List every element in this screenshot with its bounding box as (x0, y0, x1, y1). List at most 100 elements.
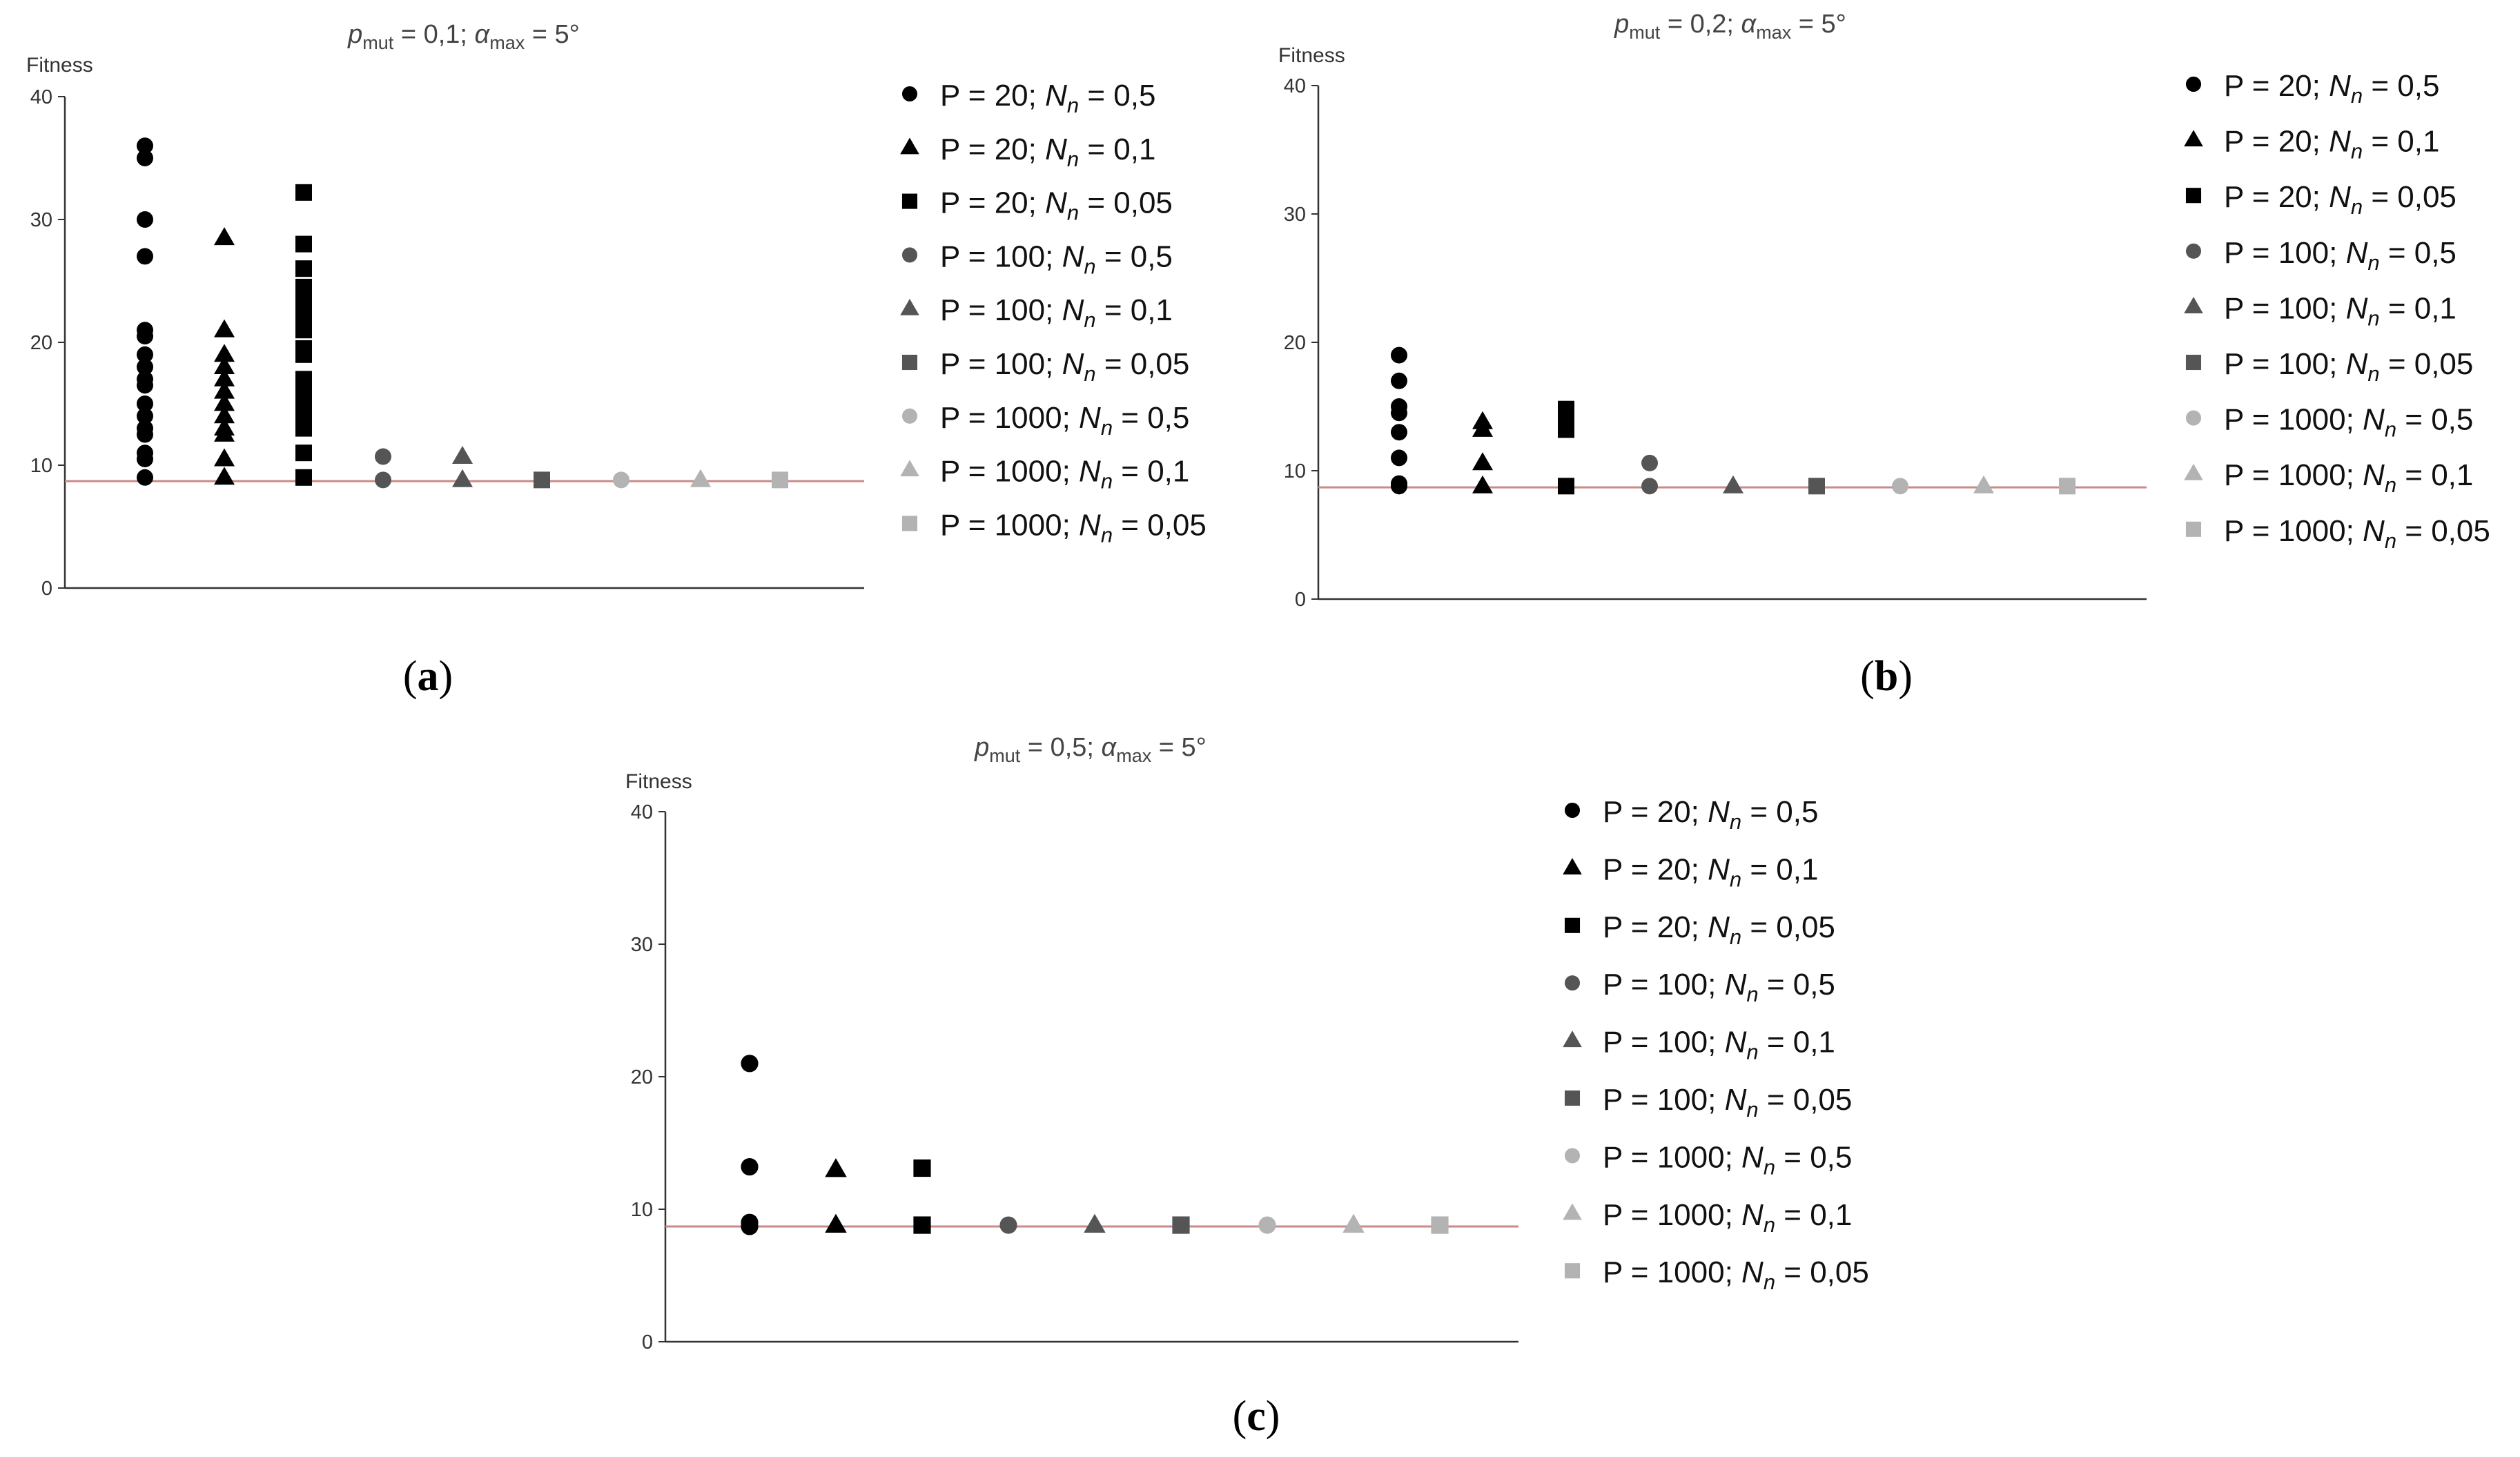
legend-n-value: = 0,1 (1079, 133, 1155, 166)
legend-n-subscript: n (2367, 362, 2379, 386)
legend-entry: P = 100; Nn = 0,05 (940, 347, 1189, 386)
data-point (214, 356, 235, 374)
legend-marker (901, 354, 918, 371)
data-point (1558, 478, 1574, 495)
legend-marker (1564, 975, 1581, 991)
title-p-subscript: mut (1629, 22, 1661, 43)
legend-p-text: P = 1000; (940, 401, 1079, 435)
caption-close-paren: ) (1898, 653, 1913, 700)
data-point (913, 1216, 931, 1234)
series-2 (214, 227, 235, 485)
title-p-subscript: mut (362, 32, 394, 53)
legend-n-value: = 0,05 (1096, 347, 1190, 381)
y-tick-label: 40 (631, 801, 653, 823)
caption-open-paren: ( (1860, 653, 1875, 700)
data-point (214, 423, 235, 442)
title-alpha-symbol: α (475, 20, 491, 49)
legend-entry: P = 1000; Nn = 0,5 (1603, 1140, 1852, 1179)
title-alpha-subscript: max (1116, 745, 1152, 766)
title-alpha-value: = 5° (1791, 10, 1846, 39)
data-point (1892, 478, 1908, 495)
legend-p-text: P = 100; (2224, 347, 2346, 381)
legend-p-text: P = 1000; (2224, 458, 2363, 492)
legend-marker (900, 137, 919, 155)
data-point (295, 420, 312, 437)
legend-n-value: = 0,05 (1741, 910, 1835, 944)
legend-entry: P = 1000; Nn = 0,05 (2224, 514, 2490, 553)
series-9 (772, 471, 788, 489)
legend-n-value: = 0,5 (2396, 403, 2473, 437)
title-p-value: = 0,2; (1660, 10, 1741, 39)
data-point (1391, 346, 1407, 364)
data-point (772, 471, 788, 489)
legend-n-value: = 0,05 (1079, 186, 1173, 220)
legend-entry: P = 100; Nn = 0,1 (940, 293, 1173, 332)
series-3 (913, 1159, 931, 1234)
data-point (137, 358, 153, 375)
legend-n-symbol: N (1045, 79, 1067, 113)
data-point (214, 405, 235, 424)
y-tick-label: 0 (1295, 589, 1306, 611)
data-point (137, 407, 153, 424)
legend-entry: P = 100; Nn = 0,5 (2224, 236, 2456, 275)
chart-title: pmut = 0,1; αmax = 5° (347, 20, 580, 53)
title-alpha-value: = 5° (1151, 733, 1207, 762)
title-alpha-subscript: max (489, 32, 525, 53)
series-6 (1172, 1216, 1190, 1234)
y-tick-label: 20 (30, 332, 52, 354)
data-point (295, 184, 312, 201)
legend-entry: P = 100; Nn = 0,5 (1603, 968, 1835, 1006)
data-point (1391, 478, 1407, 495)
legend-marker (1564, 1148, 1581, 1164)
title-alpha-symbol: α (1102, 733, 1117, 762)
legend-p-text: P = 20; (1603, 910, 1708, 944)
legend-n-subscript: n (1101, 522, 1113, 547)
legend-marker (1563, 1030, 1582, 1048)
data-point (137, 328, 153, 345)
legend-n-subscript: n (1084, 254, 1095, 278)
legend-n-symbol: N (1708, 795, 1730, 829)
legend-n-symbol: N (2329, 180, 2351, 214)
caption-letter: c (1247, 1393, 1266, 1440)
data-point (1641, 478, 1658, 495)
series-8 (690, 469, 711, 487)
legend-n-subscript: n (1746, 1040, 1758, 1064)
series-8 (1973, 475, 1994, 493)
legend-entry: P = 20; Nn = 0,5 (940, 79, 1155, 117)
series-4 (375, 448, 391, 489)
legend-n-subscript: n (1730, 867, 1741, 891)
series-4 (1641, 454, 1658, 495)
legend-n-value: = 0,05 (1775, 1255, 1869, 1289)
legend-marker (1564, 802, 1581, 819)
legend-entry: P = 20; Nn = 0,05 (940, 186, 1173, 225)
y-axis-label: Fitness (26, 54, 93, 77)
legend-n-value: = 0,5 (1079, 79, 1155, 113)
legend-n-subscript: n (1730, 810, 1741, 834)
legend-entry: P = 20; Nn = 0,5 (1603, 795, 1818, 834)
legend-p-text: P = 1000; (2224, 403, 2363, 437)
data-point (137, 137, 153, 155)
legend-n-symbol: N (1741, 1198, 1764, 1232)
title-alpha-symbol: α (1741, 10, 1757, 39)
legend-n-symbol: N (2363, 514, 2385, 548)
legend-n-symbol: N (1045, 133, 1067, 166)
data-point (214, 344, 235, 362)
legend-p-text: P = 20; (2224, 69, 2329, 103)
legend-n-value: = 0,5 (2363, 69, 2439, 103)
legend-n-value: = 0,05 (2380, 347, 2474, 381)
legend-n-subscript: n (2367, 306, 2379, 330)
legend-n-symbol: N (1079, 455, 1101, 489)
title-p-symbol: p (1614, 10, 1629, 39)
legend-marker (2185, 410, 2202, 426)
y-tick-label: 40 (1284, 75, 1306, 97)
legend-n-symbol: N (2346, 347, 2368, 381)
legend-n-value: = 0,5 (1113, 401, 1189, 435)
legend-n-symbol: N (1045, 186, 1067, 220)
legend-marker (2185, 354, 2202, 371)
data-point (452, 445, 473, 464)
data-point (1472, 452, 1493, 471)
series-6 (1808, 478, 1825, 495)
series-7 (1892, 478, 1908, 495)
data-point (137, 395, 153, 412)
legend-n-symbol: N (2329, 69, 2351, 103)
